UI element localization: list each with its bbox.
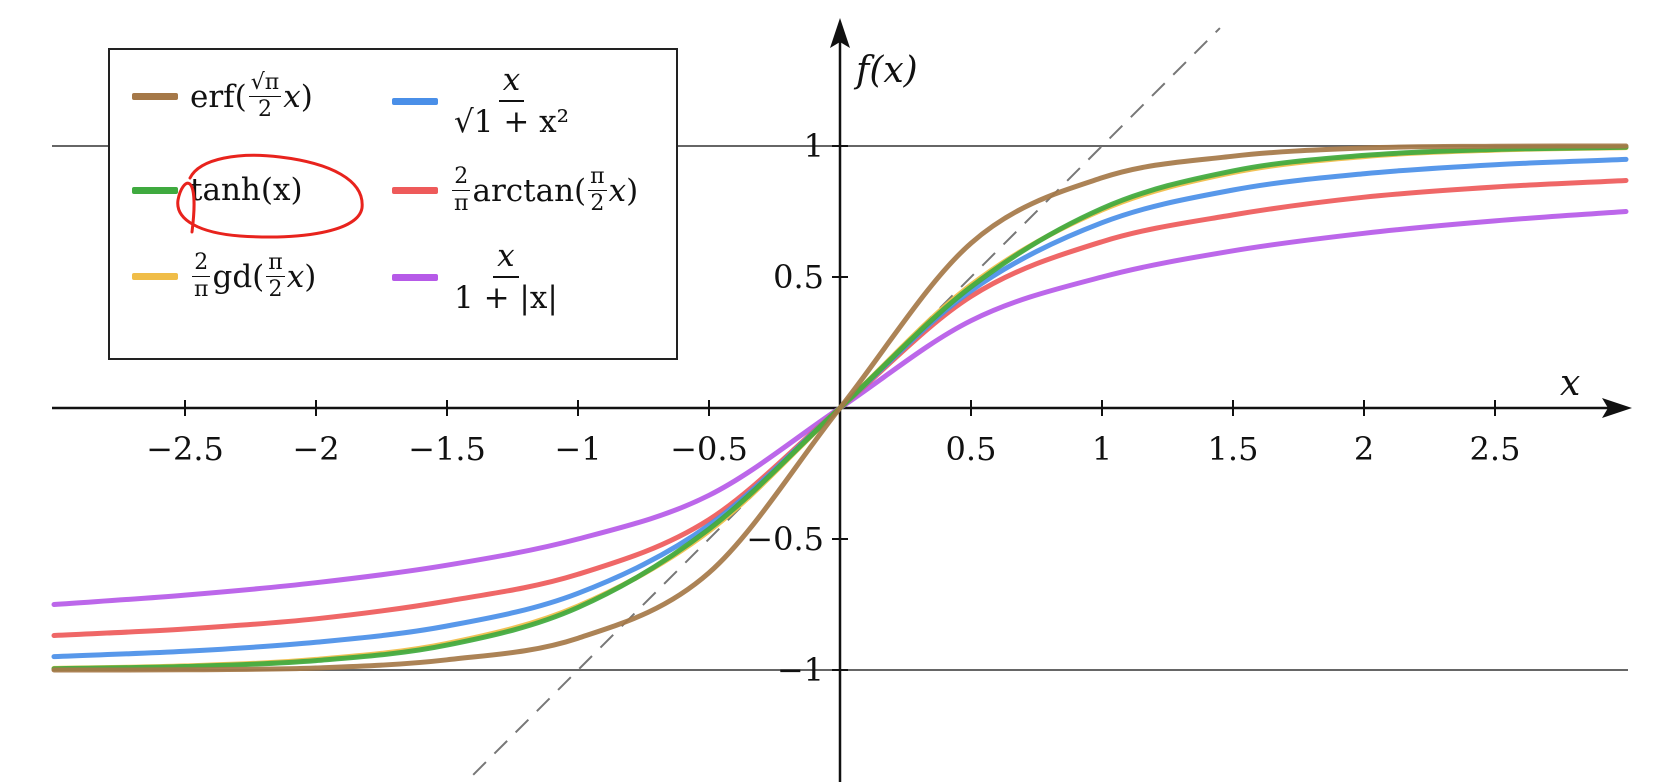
legend-swatch-abs — [392, 273, 438, 281]
legend-paren: ) — [300, 78, 313, 115]
y-tick-label: −1 — [777, 651, 824, 689]
series-line-erf — [51, 143, 1629, 673]
y-tick-label: −0.5 — [746, 520, 824, 558]
x-tick-label: 2.5 — [1470, 430, 1521, 468]
frac-num: 2 — [192, 250, 211, 277]
legend-fn: arctan — [472, 172, 575, 209]
y-axis-arrow — [830, 18, 850, 48]
legend-paren: ( — [252, 258, 265, 295]
legend-fn: erf — [190, 78, 235, 115]
legend-paren: ) — [304, 258, 317, 295]
legend-frac: √π 2 — [248, 70, 282, 122]
frac-den: √1 + x² — [454, 103, 570, 140]
x-tick-label: 2 — [1354, 430, 1374, 468]
tick-marks: −2.5 −2 −1.5 −1 −0.5 0.5 1 1.5 2 2.5 1 0.5 −0.5 −1 — [146, 127, 1520, 689]
series-curves — [51, 143, 1629, 673]
legend-var: x — [286, 258, 305, 295]
x-tick-label: −0.5 — [670, 430, 748, 468]
x-tick-label: −2.5 — [146, 430, 224, 468]
legend-swatch-gd — [132, 273, 178, 280]
legend-swatch-tanh — [132, 186, 178, 194]
legend-item-tanh: tanh (x) — [132, 172, 303, 208]
frac-den: 1 + |x| — [454, 279, 558, 316]
legend-swatch-atan — [392, 187, 438, 194]
legend-item-erf: erf ( √π 2 x ) — [132, 72, 313, 121]
y-tick-label: 1 — [804, 127, 824, 165]
legend-arg: (x) — [260, 172, 303, 208]
frac-num: x — [493, 240, 519, 278]
frac-den: 2 — [590, 191, 605, 216]
y-axis-label: f(x) — [853, 50, 918, 91]
x-tick-label: −2 — [292, 430, 339, 468]
legend-item-alg: x √1 + x² — [392, 64, 573, 138]
frac-den: 2 — [257, 97, 272, 122]
legend-frac: x √1 + x² — [450, 64, 573, 138]
frac-num: x — [498, 64, 525, 102]
legend-swatch-erf — [132, 93, 178, 100]
legend-swatch-alg — [392, 97, 438, 105]
legend-var: x — [283, 78, 301, 115]
legend-fn: tanh — [190, 172, 261, 208]
frac-den: 2 — [268, 277, 283, 302]
x-tick-label: 0.5 — [946, 430, 997, 468]
frac-den: π — [454, 191, 469, 216]
x-axis-arrow — [1602, 398, 1632, 418]
x-tick-label: 1.5 — [1208, 430, 1259, 468]
frac-num: √π — [248, 70, 282, 97]
x-tick-label: 1 — [1092, 430, 1112, 468]
x-tick-label: −1.5 — [408, 430, 486, 468]
legend-fn: gd — [212, 258, 253, 295]
x-tick-label: −1 — [554, 430, 601, 468]
x-axis-label: x — [1560, 363, 1580, 404]
frac-num: π — [266, 250, 285, 277]
frac-den: π — [194, 277, 209, 302]
frac-num: 2 — [452, 164, 471, 191]
y-tick-label: 0.5 — [773, 258, 824, 296]
frac-num: π — [588, 164, 607, 191]
legend-paren: ( — [234, 78, 247, 115]
legend-paren: ) — [626, 172, 639, 209]
legend-paren: ( — [574, 172, 587, 209]
legend-var: x — [608, 172, 627, 209]
